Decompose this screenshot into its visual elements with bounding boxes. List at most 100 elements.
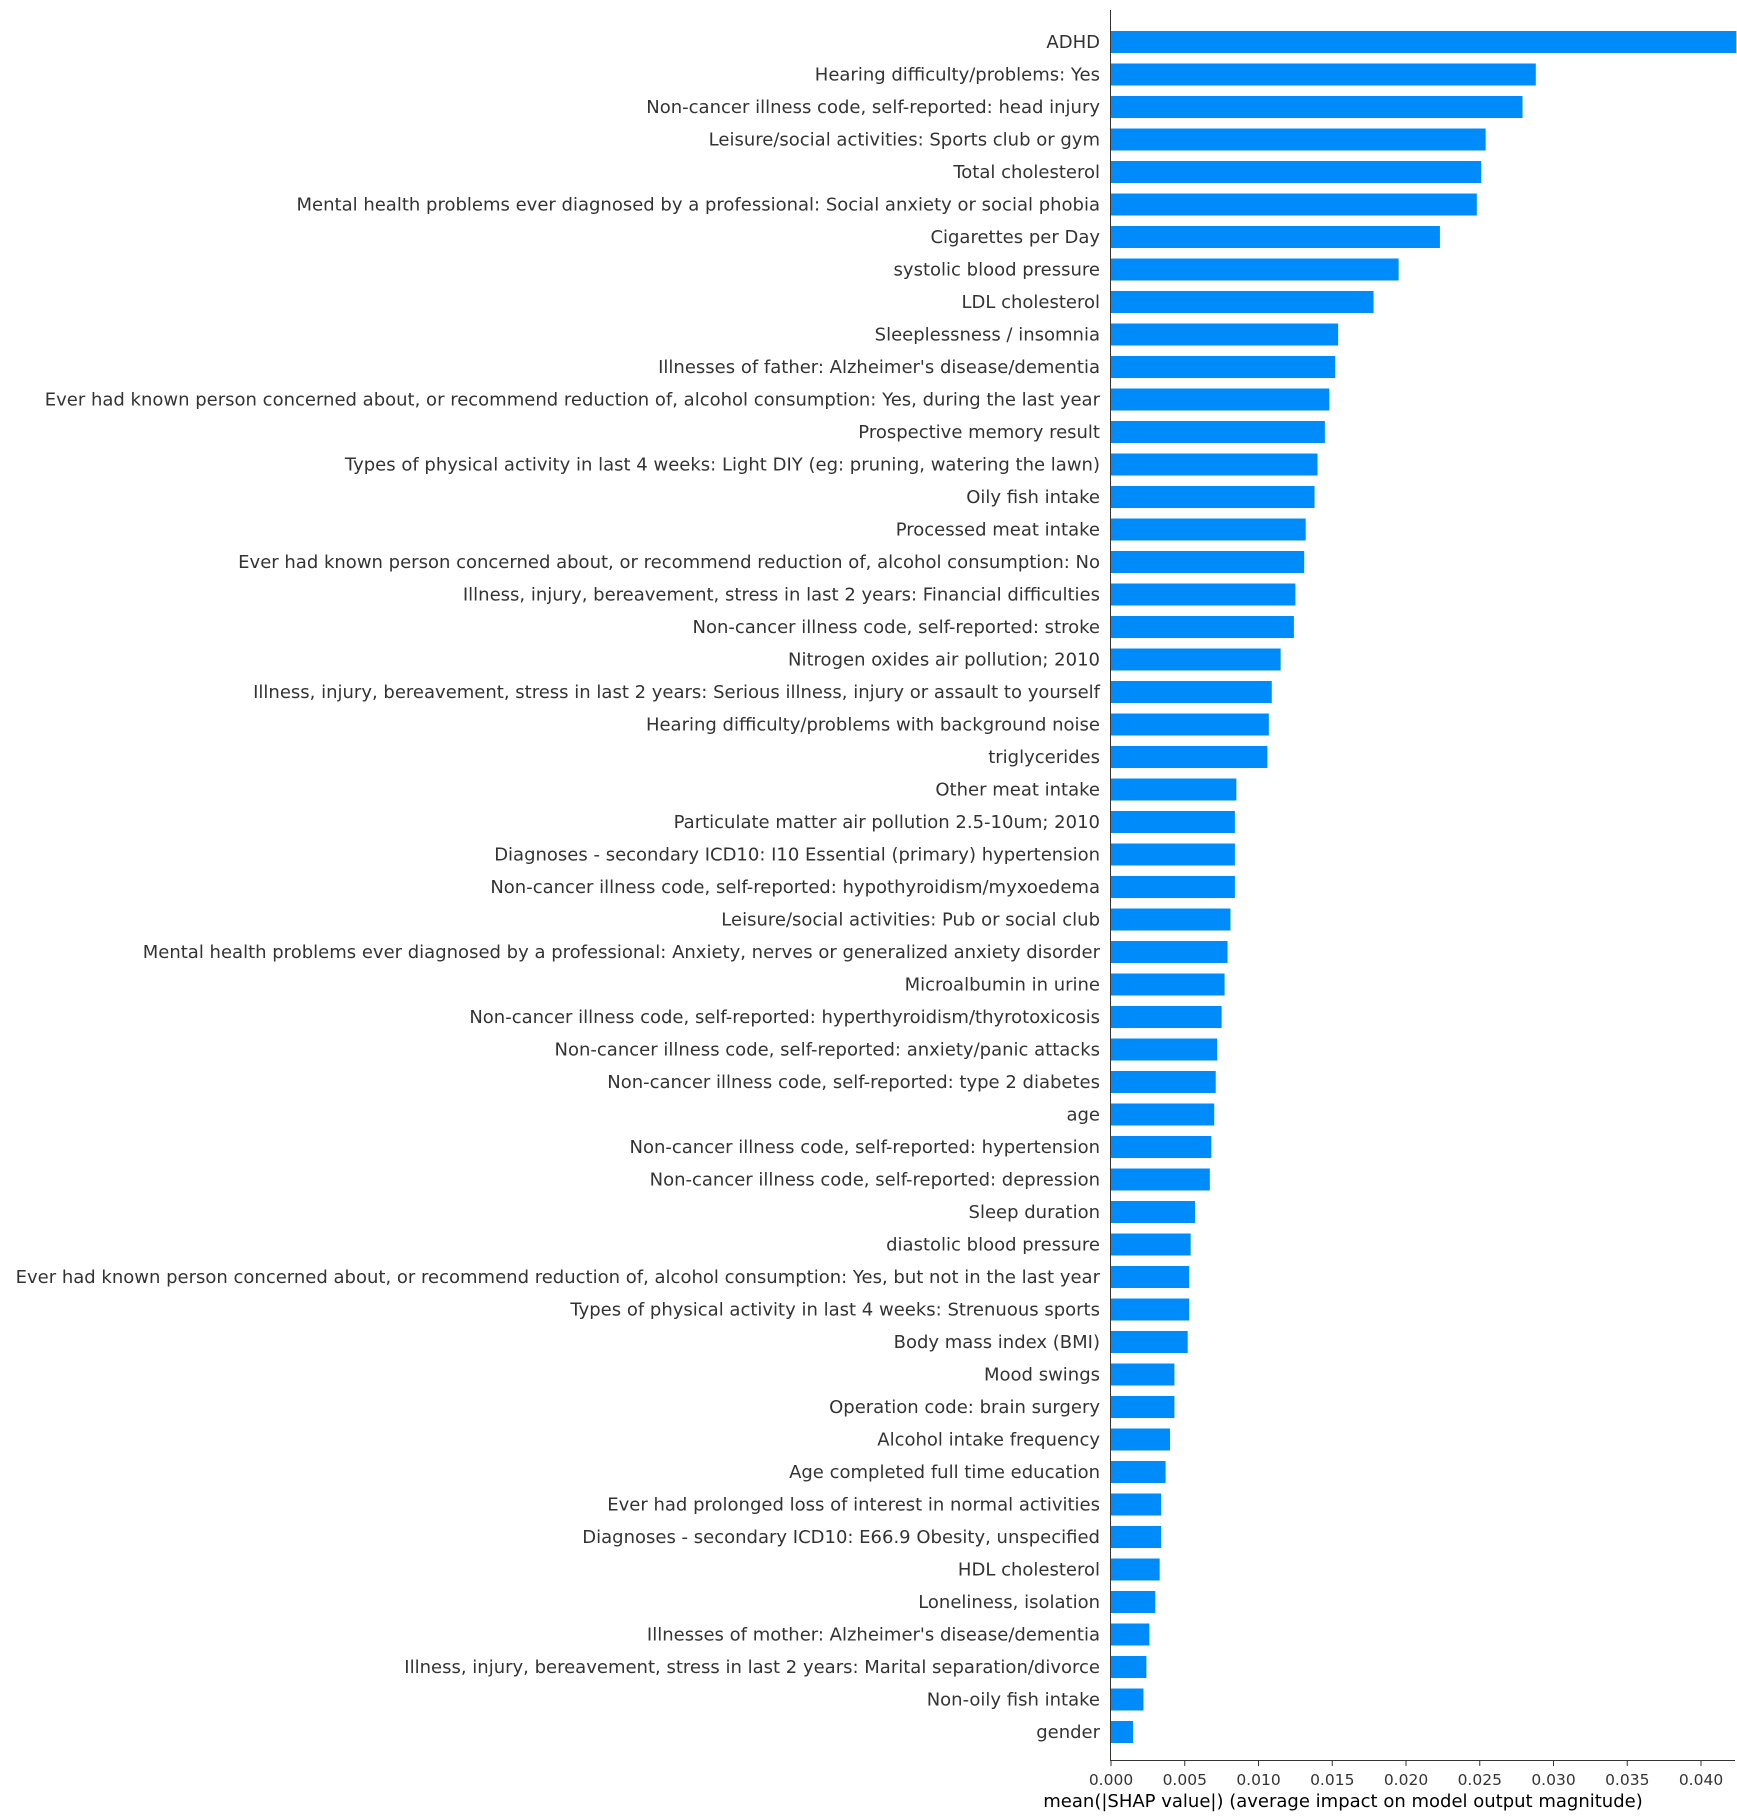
- x-tick-label-2: 0.010: [1236, 1771, 1280, 1789]
- bar-25: [1111, 843, 1235, 866]
- bar-34: [1111, 1136, 1212, 1158]
- category-label-13: Types of physical activity in last 4 wee…: [344, 455, 1100, 476]
- category-label-29: Microalbumin in urine: [905, 975, 1100, 996]
- bar-41: [1111, 1363, 1175, 1386]
- bar-5: [1111, 193, 1477, 216]
- category-label-17: Illness, injury, bereavement, stress in …: [463, 585, 1100, 606]
- category-label-7: systolic blood pressure: [894, 260, 1100, 281]
- bar-24: [1111, 811, 1235, 833]
- bar-16: [1111, 551, 1305, 573]
- category-label-12: Prospective memory result: [858, 422, 1100, 443]
- category-label-38: Ever had known person concerned about, o…: [16, 1267, 1101, 1288]
- category-label-25: Diagnoses - secondary ICD10: I10 Essenti…: [494, 845, 1100, 866]
- category-label-3: Leisure/social activities: Sports club o…: [709, 130, 1100, 151]
- bar-52: [1111, 1721, 1134, 1743]
- bar-11: [1111, 388, 1330, 411]
- category-label-37: diastolic blood pressure: [886, 1235, 1100, 1256]
- x-tick-label-1: 0.005: [1163, 1771, 1207, 1789]
- category-label-26: Non-cancer illness code, self-reported: …: [490, 877, 1100, 898]
- bar-14: [1111, 486, 1315, 508]
- bar-8: [1111, 291, 1374, 313]
- category-label-10: Illnesses of father: Alzheimer's disease…: [658, 357, 1100, 378]
- bar-20: [1111, 681, 1272, 703]
- bar-27: [1111, 908, 1231, 931]
- bar-1: [1111, 63, 1536, 86]
- bar-32: [1111, 1071, 1216, 1093]
- bar-45: [1111, 1493, 1162, 1516]
- category-label-30: Non-cancer illness code, self-reported: …: [469, 1007, 1100, 1028]
- bars-group: [1111, 31, 1737, 1743]
- x-tick-label-3: 0.015: [1310, 1771, 1354, 1789]
- category-label-0: ADHD: [1046, 32, 1100, 53]
- category-label-48: Loneliness, isolation: [918, 1592, 1100, 1613]
- category-label-8: LDL cholesterol: [961, 292, 1100, 313]
- bar-9: [1111, 323, 1339, 346]
- bar-3: [1111, 128, 1486, 151]
- bar-29: [1111, 973, 1225, 996]
- bar-44: [1111, 1461, 1166, 1483]
- category-label-34: Non-cancer illness code, self-reported: …: [630, 1137, 1101, 1158]
- category-labels-group: ADHD Hearing difficulty/problems: Yes Non-…: [16, 32, 1101, 1743]
- bar-40: [1111, 1331, 1188, 1353]
- bar-17: [1111, 583, 1296, 606]
- bar-30: [1111, 1006, 1222, 1028]
- category-label-45: Ever had prolonged loss of interest in n…: [607, 1495, 1100, 1516]
- category-label-28: Mental health problems ever diagnosed by…: [143, 942, 1101, 963]
- bar-47: [1111, 1558, 1160, 1581]
- category-label-19: Nitrogen oxides air pollution; 2010: [788, 650, 1100, 671]
- bar-4: [1111, 161, 1482, 183]
- category-label-21: Hearing difficulty/problems with backgro…: [646, 715, 1100, 736]
- category-label-23: Other meat intake: [935, 780, 1100, 801]
- category-label-51: Non-oily fish intake: [927, 1690, 1100, 1711]
- bar-31: [1111, 1038, 1218, 1061]
- bar-2: [1111, 96, 1523, 118]
- category-label-4: Total cholesterol: [952, 162, 1100, 183]
- category-label-27: Leisure/social activities: Pub or social…: [721, 910, 1100, 931]
- bar-28: [1111, 941, 1228, 963]
- bar-51: [1111, 1688, 1144, 1711]
- category-label-49: Illnesses of mother: Alzheimer's disease…: [647, 1625, 1100, 1646]
- category-label-14: Oily fish intake: [966, 487, 1100, 508]
- bar-6: [1111, 226, 1440, 248]
- category-label-41: Mood swings: [984, 1365, 1100, 1386]
- bar-48: [1111, 1591, 1156, 1613]
- category-label-40: Body mass index (BMI): [894, 1332, 1100, 1353]
- bar-33: [1111, 1103, 1215, 1126]
- category-label-22: triglycerides: [988, 747, 1100, 768]
- category-label-43: Alcohol intake frequency: [877, 1430, 1100, 1451]
- bar-49: [1111, 1623, 1150, 1646]
- bar-39: [1111, 1298, 1190, 1321]
- category-label-11: Ever had known person concerned about, o…: [45, 390, 1101, 411]
- category-label-6: Cigarettes per Day: [930, 227, 1100, 248]
- bar-46: [1111, 1526, 1162, 1548]
- category-label-47: HDL cholesterol: [958, 1560, 1100, 1581]
- bar-38: [1111, 1266, 1190, 1288]
- bar-19: [1111, 648, 1281, 671]
- x-tick-label-4: 0.020: [1384, 1771, 1428, 1789]
- bar-18: [1111, 616, 1294, 638]
- bar-36: [1111, 1201, 1196, 1223]
- bar-42: [1111, 1396, 1175, 1418]
- category-label-39: Types of physical activity in last 4 wee…: [569, 1300, 1100, 1321]
- category-label-44: Age completed full time education: [789, 1462, 1100, 1483]
- bar-23: [1111, 778, 1237, 801]
- x-tick-label-8: 0.040: [1679, 1771, 1723, 1789]
- x-tick-label-6: 0.030: [1531, 1771, 1575, 1789]
- bar-26: [1111, 876, 1235, 898]
- category-label-35: Non-cancer illness code, self-reported: …: [650, 1170, 1100, 1191]
- bar-35: [1111, 1168, 1210, 1191]
- category-label-15: Processed meat intake: [896, 520, 1100, 541]
- bar-0: [1111, 31, 1737, 53]
- category-label-2: Non-cancer illness code, self-reported: …: [646, 97, 1100, 118]
- category-label-5: Mental health problems ever diagnosed by…: [297, 195, 1101, 216]
- x-axis-label: mean(|SHAP value|) (average impact on mo…: [1043, 1791, 1642, 1812]
- category-label-18: Non-cancer illness code, self-reported: …: [693, 617, 1101, 638]
- bar-21: [1111, 713, 1269, 736]
- category-label-1: Hearing difficulty/problems: Yes: [815, 65, 1100, 86]
- bar-22: [1111, 746, 1268, 768]
- category-label-52: gender: [1036, 1722, 1100, 1743]
- x-tick-label-0: 0.000: [1089, 1771, 1133, 1789]
- bar-13: [1111, 453, 1318, 476]
- bar-37: [1111, 1233, 1191, 1256]
